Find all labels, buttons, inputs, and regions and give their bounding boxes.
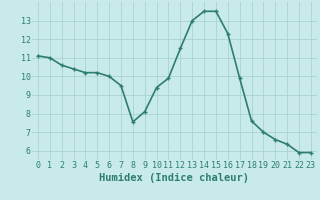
X-axis label: Humidex (Indice chaleur): Humidex (Indice chaleur) (100, 173, 249, 183)
